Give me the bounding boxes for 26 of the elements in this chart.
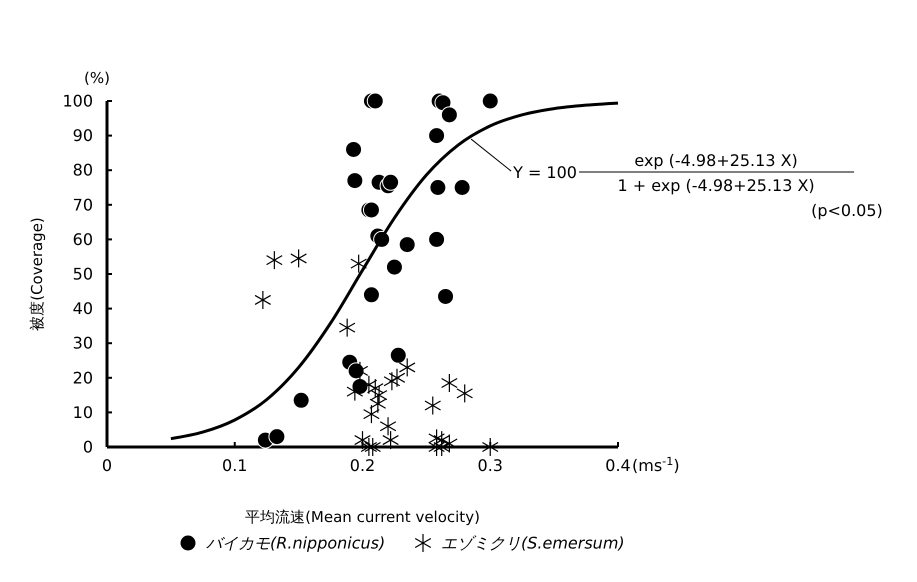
x-tick-label: 0.4 xyxy=(605,456,631,475)
y-tick-label: 80 xyxy=(72,160,93,180)
x-tick-label: 0.3 xyxy=(478,456,503,475)
y-tick-label: 20 xyxy=(72,368,93,388)
x-axis-title: 平均流速(Mean current velocity) xyxy=(245,508,480,526)
y-tick-label: 30 xyxy=(72,334,93,353)
x-tick-label: 0 xyxy=(102,456,112,475)
annotation: 1 + exp (-4.98+25.13 X) xyxy=(618,176,815,196)
y-tick-label: 90 xyxy=(72,126,93,146)
y-tick-label: 70 xyxy=(72,195,93,214)
legend-label: バイカモ(R.nipponicus) xyxy=(206,534,386,552)
text: (p<0.05) xyxy=(811,201,883,220)
y-tick-label: 50 xyxy=(72,264,93,284)
text: exp (-4.98+25.13 X) xyxy=(634,151,798,170)
y-tick-label: 100 xyxy=(62,92,93,110)
y-tick-label: 10 xyxy=(72,402,93,422)
text: (%) xyxy=(84,69,110,87)
text: (ms$^{-1}$) xyxy=(632,454,680,475)
x-tick-label: 0.1 xyxy=(222,456,248,475)
y-tick-label: 0 xyxy=(82,438,93,456)
y-tick-label: 60 xyxy=(72,230,93,249)
annotation: Y = 100 xyxy=(512,163,577,182)
y-axis-title: 被度(Coverage) xyxy=(28,217,46,331)
legend-label: エゾミクリ(S.emersum) xyxy=(441,534,625,552)
y-tick-label: 40 xyxy=(72,299,93,318)
x-tick-label: 0.2 xyxy=(350,456,376,475)
